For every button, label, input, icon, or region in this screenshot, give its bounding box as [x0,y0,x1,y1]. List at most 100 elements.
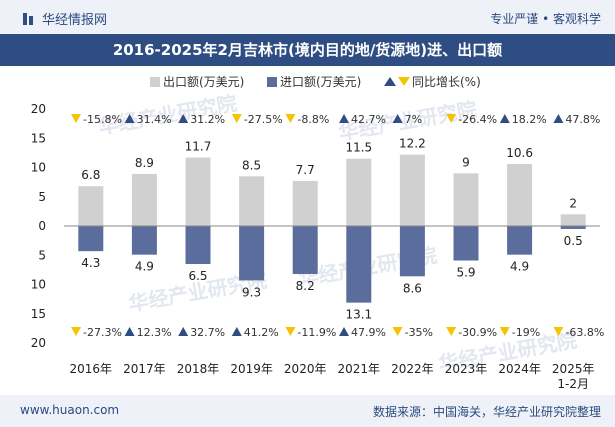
export-bar [399,154,425,226]
import-bar [185,226,211,265]
import-bar [399,226,425,277]
top-bar: 华经情报网 专业严谨 • 客观科学 [0,0,615,34]
x-tick-label: 2023年 [445,362,488,376]
y-tick-label: 0 [38,219,46,233]
export-bar [78,186,104,226]
import-growth-label: 32.7% [190,326,225,339]
y-tick-label: 10 [31,278,46,292]
growth-down-icon [285,327,296,336]
x-tick-label: 2016年 [70,362,113,376]
legend-down-icon [398,77,410,86]
y-tick-label: 20 [31,102,46,116]
export-growth-label: -26.4% [458,113,497,126]
import-bar [507,226,533,255]
x-axis: 2016年 2017年 2018年 2019年 2020年 2021年 2022年 2023年… [70,362,595,391]
import-growth-label: -19% [512,326,540,339]
footer: www.huaon.com 数据来源：中国海关，华经产业研究院整理 [0,395,615,427]
export-growth-label: -27.5% [244,113,283,126]
growth-up-icon [124,327,135,336]
legend-growth-label: 同比增长(%) [412,75,481,89]
growth-up-icon [339,327,349,336]
legend-export-label: 出口额(万美元) [163,75,244,89]
export-bar [346,158,372,226]
data-labels: 6.8 4.3 8.9 4.9 11.7 6.5 8.5 9.3 7.7 8.2 11.5 13.1 1… [81,137,582,322]
export-growth-label: -8.8% [297,113,329,126]
growth-row: -15.8% 31.4% 31.2% -27.5% -8.8% 42.7% 7% -26.4%… [71,113,604,339]
export-value-label: 8.5 [242,158,261,172]
import-growth-label: -11.9% [297,326,336,339]
import-bar [239,226,265,281]
export-value-label: 8.9 [135,156,154,170]
import-growth-label: 41.2% [244,326,279,339]
export-growth-label: 47.8% [565,113,600,126]
export-value-label: 10.6 [506,146,533,160]
import-growth-label: -63.8% [565,326,604,339]
import-value-label: 0.5 [564,234,583,248]
export-bar [560,214,586,226]
legend-import-swatch [267,77,277,87]
export-bar [131,173,157,226]
brand-name: 华经情报网 [42,13,108,28]
legend: 出口额(万美元) 进口额(万美元) 同比增长(%) [150,75,481,89]
growth-down-icon [499,327,510,336]
export-value-label: 12.2 [399,137,426,151]
website-link[interactable]: www.huaon.com [20,403,120,417]
import-bar [560,226,586,229]
tagline: 专业严谨 • 客观科学 [490,12,601,26]
export-growth-label: 18.2% [512,113,547,126]
growth-up-icon [339,114,349,123]
import-value-label: 8.2 [296,279,315,293]
chart-title: 2016-2025年2月吉林市(境内目的地/货源地)进、出口额 [0,34,615,66]
export-growth-label: 42.7% [351,113,386,126]
export-growth-label: 31.2% [190,113,225,126]
growth-up-icon [231,327,242,336]
import-bar [131,226,157,255]
logo-icon [23,12,33,25]
y-axis: 20 15 10 5 0 5 10 15 20 [31,102,46,350]
y-tick-label: 20 [31,336,46,350]
export-growth-label: 31.4% [137,113,172,126]
import-value-label: 4.9 [510,260,529,274]
y-tick-label: 5 [38,248,46,262]
growth-up-icon [499,114,510,123]
x-tick-label: 2021年 [338,362,381,376]
export-value-label: 11.5 [345,141,372,155]
export-bar [453,173,479,226]
legend-up-icon [384,77,396,86]
import-growth-label: 12.3% [137,326,172,339]
import-growth-label: -35% [405,326,433,339]
growth-down-icon [285,114,296,123]
import-bar [453,226,479,261]
import-value-label: 4.3 [81,256,100,270]
export-bar [292,180,318,226]
export-bar [507,163,533,226]
import-value-label: 5.9 [456,266,475,280]
export-value-label: 7.7 [296,163,315,177]
y-tick-label: 15 [31,307,46,321]
export-bar [239,176,265,226]
x-tick-label: 2024年 [498,362,541,376]
growth-down-icon [446,327,457,336]
export-value-label: 11.7 [185,140,212,154]
export-value-label: 2 [569,196,577,210]
x-tick-label: 2017年 [123,362,166,376]
growth-down-icon [231,114,242,123]
growth-up-icon [178,327,189,336]
import-value-label: 13.1 [345,308,372,322]
x-tick-label: 2019年 [230,362,273,376]
export-growth-label: 7% [405,113,422,126]
growth-down-icon [553,327,564,336]
import-growth-label: -27.3% [83,326,122,339]
import-value-label: 6.5 [188,269,207,283]
export-growth-label: -15.8% [83,113,122,126]
growth-up-icon [553,114,564,123]
export-value-label: 6.8 [81,168,100,182]
import-bar [346,226,372,303]
export-value-label: 9 [462,155,470,169]
legend-import-label: 进口额(万美元) [280,75,361,89]
chart: 华经产业研究院华经产业研究院华经产业研究院华经产业研究院华经产业研究院 出口额(… [31,75,605,391]
growth-up-icon [392,114,403,123]
import-growth-label: 47.9% [351,326,386,339]
x-tick-label: 2018年 [177,362,220,376]
x-tick-label: 2025年 1-2月 [552,362,595,391]
